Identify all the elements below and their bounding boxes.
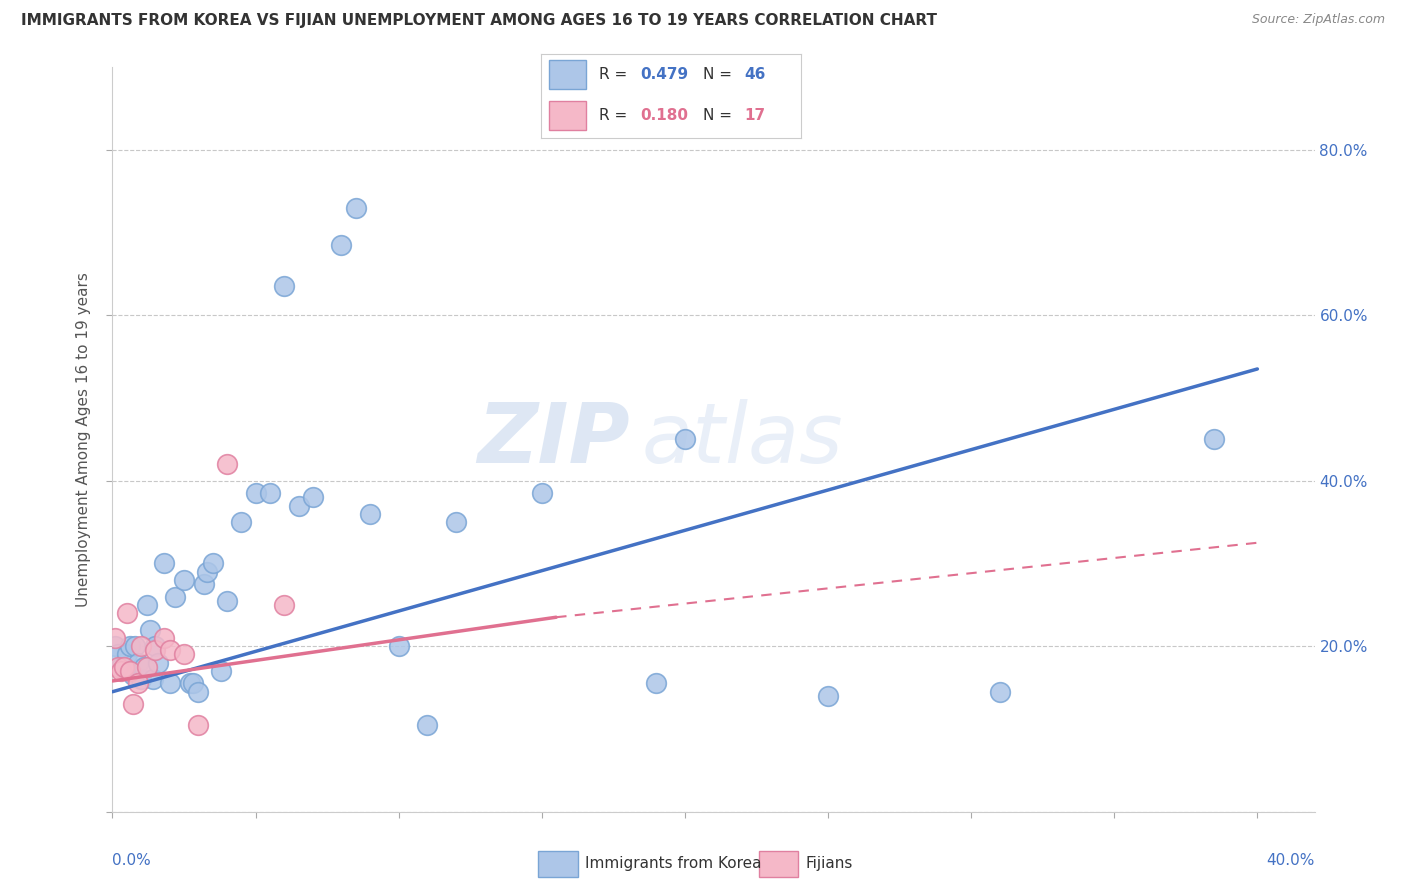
- Text: N =: N =: [703, 67, 737, 82]
- Point: [110, 660, 132, 674]
- Point: [259, 486, 281, 500]
- Point: [127, 676, 149, 690]
- Point: [135, 598, 157, 612]
- Bar: [550, 61, 585, 89]
- Point: [110, 664, 132, 678]
- Point: [287, 499, 309, 513]
- Point: [173, 648, 195, 662]
- Point: [359, 507, 381, 521]
- Point: [273, 598, 295, 612]
- Point: [215, 593, 238, 607]
- Point: [388, 639, 411, 653]
- Text: R =: R =: [599, 67, 631, 82]
- Point: [1204, 432, 1226, 446]
- Point: [145, 639, 167, 653]
- Point: [444, 515, 467, 529]
- Point: [179, 676, 201, 690]
- Text: 17: 17: [744, 108, 765, 123]
- Point: [138, 623, 160, 637]
- Point: [148, 656, 170, 670]
- Text: atlas: atlas: [641, 399, 844, 480]
- Point: [187, 684, 209, 698]
- Point: [173, 573, 195, 587]
- Point: [193, 577, 215, 591]
- Point: [330, 237, 353, 252]
- Point: [245, 486, 267, 500]
- Point: [112, 660, 135, 674]
- Point: [129, 673, 152, 687]
- Point: [132, 660, 155, 674]
- Point: [181, 676, 204, 690]
- Point: [153, 557, 176, 571]
- Text: R =: R =: [599, 108, 631, 123]
- Point: [645, 676, 668, 690]
- Point: [201, 557, 224, 571]
- Point: [988, 684, 1011, 698]
- Point: [104, 631, 127, 645]
- Point: [273, 279, 295, 293]
- Point: [231, 515, 253, 529]
- Bar: [538, 851, 578, 877]
- Text: 0.479: 0.479: [640, 67, 689, 82]
- Point: [195, 565, 218, 579]
- Point: [121, 697, 143, 711]
- Point: [107, 648, 129, 662]
- Point: [141, 673, 163, 687]
- Point: [159, 676, 181, 690]
- Point: [530, 486, 553, 500]
- Point: [153, 631, 176, 645]
- Text: Source: ZipAtlas.com: Source: ZipAtlas.com: [1251, 13, 1385, 27]
- Y-axis label: Unemployment Among Ages 16 to 19 years: Unemployment Among Ages 16 to 19 years: [76, 272, 91, 607]
- Text: N =: N =: [703, 108, 737, 123]
- Text: 0.0%: 0.0%: [112, 853, 152, 868]
- Point: [215, 457, 238, 471]
- Point: [118, 664, 141, 678]
- Point: [104, 639, 127, 653]
- Point: [165, 590, 187, 604]
- Text: 46: 46: [744, 67, 766, 82]
- Point: [159, 643, 181, 657]
- Point: [107, 660, 129, 674]
- Point: [118, 639, 141, 653]
- Point: [344, 201, 367, 215]
- Text: Immigrants from Korea: Immigrants from Korea: [585, 855, 762, 871]
- Point: [127, 656, 149, 670]
- Point: [209, 664, 232, 678]
- Point: [121, 668, 143, 682]
- Bar: [550, 101, 585, 130]
- Point: [112, 660, 135, 674]
- Text: Fijians: Fijians: [806, 855, 853, 871]
- Bar: [759, 851, 799, 877]
- Text: 40.0%: 40.0%: [1267, 853, 1315, 868]
- Text: IMMIGRANTS FROM KOREA VS FIJIAN UNEMPLOYMENT AMONG AGES 16 TO 19 YEARS CORRELATI: IMMIGRANTS FROM KOREA VS FIJIAN UNEMPLOY…: [21, 13, 936, 29]
- Point: [301, 490, 323, 504]
- Point: [416, 718, 439, 732]
- Point: [124, 639, 146, 653]
- Point: [115, 606, 138, 620]
- Point: [673, 432, 696, 446]
- Point: [129, 639, 152, 653]
- Point: [817, 689, 839, 703]
- Point: [135, 660, 157, 674]
- Point: [187, 718, 209, 732]
- Point: [115, 648, 138, 662]
- Point: [145, 643, 167, 657]
- Text: 0.180: 0.180: [640, 108, 688, 123]
- Text: ZIP: ZIP: [477, 399, 630, 480]
